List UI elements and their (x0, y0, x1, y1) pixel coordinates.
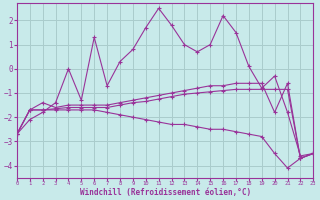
X-axis label: Windchill (Refroidissement éolien,°C): Windchill (Refroidissement éolien,°C) (80, 188, 251, 197)
